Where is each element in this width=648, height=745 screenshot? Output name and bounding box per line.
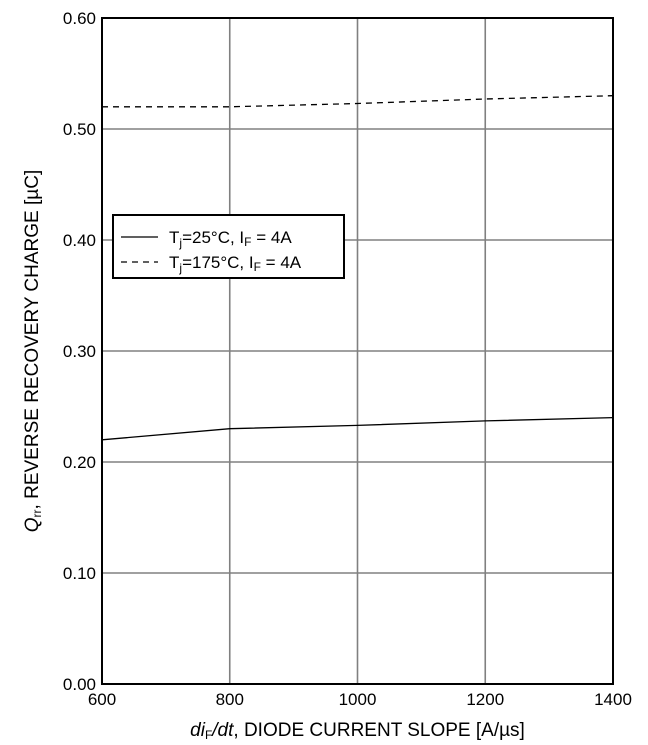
y-tick-label: 0.10 (63, 564, 96, 583)
legend-0-end: = 4A (252, 228, 293, 247)
series-line-25c (101, 416, 614, 441)
legend-1-tsub: j (178, 261, 182, 275)
y-axis-label-rest: , REVERSE RECOVERY CHARGE [µC] (22, 170, 43, 510)
y-tick-label: 0.30 (63, 342, 96, 361)
y-tick-label: 0.60 (63, 9, 96, 28)
y-tick-labels: 0.00 0.10 0.20 0.30 0.40 0.50 0.60 (63, 9, 96, 694)
legend-entry-175c: Tj=175°C, IF = 4A (169, 253, 302, 275)
legend-entry-25c: Tj=25°C, IF = 4A (169, 228, 292, 250)
x-tick-label: 800 (216, 690, 244, 709)
y-axis-label-prefix: Q (22, 517, 43, 532)
legend-1-t: T (169, 253, 179, 272)
legend-1-isub: F (254, 260, 261, 274)
x-tick-labels: 600 800 1000 1200 1400 (88, 690, 632, 709)
y-tick-label: 0.40 (63, 231, 96, 250)
y-axis-label: Qrr, REVERSE RECOVERY CHARGE [µC] (22, 170, 44, 532)
x-tick-label: 600 (88, 690, 116, 709)
legend-1-mid: =175°C, I (182, 253, 254, 272)
series-group (101, 95, 614, 441)
series-line-175c (102, 95, 614, 108)
legend-0-isub: F (244, 235, 251, 249)
x-axis-label-suffix: /dt (210, 720, 234, 741)
x-tick-label: 1400 (594, 690, 632, 709)
legend-0-tsub: j (178, 236, 182, 250)
x-axis-label-rest: , DIODE CURRENT SLOPE [A/µs] (233, 720, 524, 741)
legend-box (112, 214, 345, 279)
y-tick-label: 0.20 (63, 453, 96, 472)
legend: Tj=25°C, IF = 4A Tj=175°C, IF = 4A (112, 214, 345, 279)
legend-0-mid: =25°C, I (182, 228, 244, 247)
x-tick-label: 1000 (339, 690, 377, 709)
y-tick-label: 0.00 (63, 675, 96, 694)
plot-frame (101, 17, 614, 685)
grid (101, 17, 614, 685)
x-tick-label: 1200 (466, 690, 504, 709)
x-axis-label: diF/dt, DIODE CURRENT SLOPE [A/µs] (190, 720, 525, 742)
x-axis-label-sub: F (205, 728, 212, 742)
x-axis-label-prefix: di (190, 720, 206, 741)
legend-1-end: = 4A (261, 253, 302, 272)
y-axis-label-sub: rr (30, 509, 44, 517)
legend-0-t: T (169, 228, 179, 247)
y-tick-label: 0.50 (63, 120, 96, 139)
